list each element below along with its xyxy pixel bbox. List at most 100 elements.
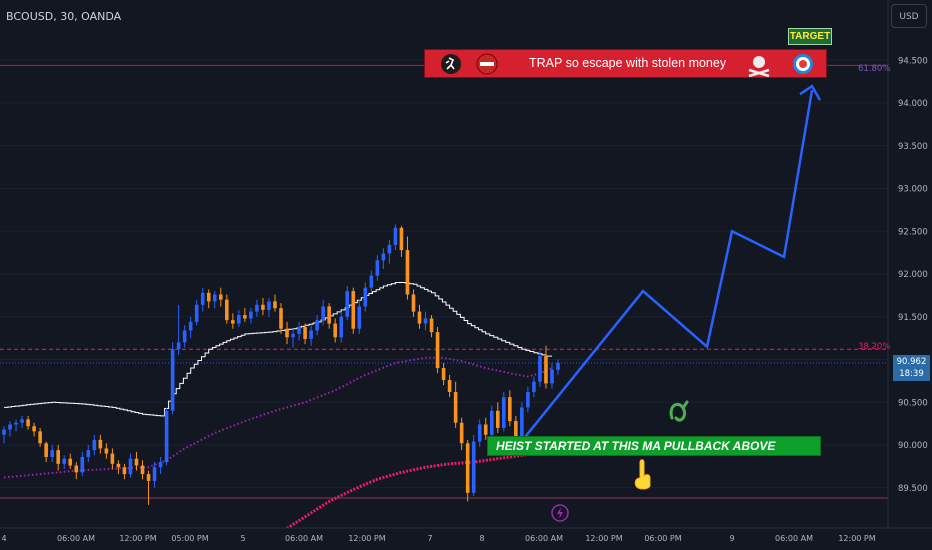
candle-body (477, 424, 482, 442)
candle (68, 453, 73, 469)
candle (387, 239, 392, 264)
candle-body (526, 391, 530, 408)
candle-body (170, 349, 175, 411)
candle (550, 362, 554, 389)
moving-averages (3, 282, 559, 550)
candle-body (116, 463, 121, 468)
candle (32, 422, 36, 437)
candle (146, 470, 151, 505)
time-axis-bg (0, 528, 932, 550)
candle-body (68, 458, 73, 466)
candle-body (128, 458, 133, 475)
candle-body (309, 330, 313, 339)
candle (273, 294, 277, 312)
candle (104, 443, 109, 459)
projection-line (519, 89, 814, 445)
skull-icon (753, 56, 765, 68)
y-tick-label: 92.000 (898, 270, 928, 280)
candle (381, 248, 386, 269)
candle (56, 445, 61, 471)
candle-body (56, 450, 61, 464)
candle (237, 309, 241, 328)
x-tick-label: 06:00 PM (644, 534, 681, 543)
candle (74, 462, 79, 480)
candle-body (381, 253, 386, 261)
candle (345, 285, 350, 321)
candle (483, 417, 488, 440)
candle (441, 362, 446, 386)
last-price-tag: 90.962 18:39 (893, 355, 930, 381)
candle-body (44, 443, 48, 457)
candle (405, 236, 410, 300)
candle-body (285, 328, 289, 338)
candle (544, 345, 548, 389)
projection-arrowhead (799, 84, 822, 101)
candle-body (8, 424, 12, 430)
candle-body (550, 369, 554, 384)
candle-body (369, 275, 374, 288)
x-tick-label: 12:00 PM (348, 534, 385, 543)
candle (50, 445, 54, 463)
candle-body (489, 410, 494, 435)
candle-body (158, 462, 163, 468)
candle-body (291, 333, 295, 338)
candle (140, 460, 145, 480)
trap-banner: TRAP so escape with stolen money (424, 49, 827, 78)
candle (26, 415, 30, 430)
candle (152, 462, 157, 488)
candle-body (447, 380, 452, 392)
candle-body (152, 467, 157, 481)
candle (526, 386, 530, 413)
candle (188, 316, 193, 339)
candle-body (363, 287, 368, 307)
candle-body (267, 301, 271, 310)
trap-text: TRAP so escape with stolen money (529, 56, 727, 70)
crossbones (748, 68, 770, 78)
candle-body (453, 391, 458, 423)
y-tick-label: 92.500 (898, 227, 928, 237)
x-tick-label: 4 (1, 534, 6, 543)
candle (194, 299, 199, 326)
candle (291, 328, 295, 348)
candle-body (393, 227, 398, 245)
currency-button[interactable]: USD (891, 4, 927, 28)
snake-icon (669, 400, 689, 422)
candle (532, 376, 536, 398)
target-badge: TARGET (788, 28, 832, 45)
candle (212, 291, 217, 309)
candle-body (2, 429, 6, 435)
candle-body (441, 368, 446, 381)
candle (375, 255, 380, 281)
candle-body (471, 441, 476, 493)
candle-body (435, 332, 440, 369)
y-tick-label: 89.500 (898, 484, 928, 494)
candle-body (110, 453, 115, 464)
lightning-icon[interactable] (551, 504, 569, 522)
candle (116, 460, 121, 475)
candle (453, 381, 458, 428)
candle (243, 308, 247, 322)
candle (261, 297, 265, 316)
y-tick-label: 90.500 (898, 398, 928, 408)
candle-body (303, 327, 307, 339)
candle (339, 311, 344, 343)
candle (92, 434, 97, 456)
x-tick-label: 9 (729, 534, 734, 543)
candle (459, 417, 464, 451)
candle (122, 463, 127, 480)
candle-body (345, 291, 350, 317)
fib-38-label: 38.20% (858, 342, 891, 352)
candle (255, 299, 259, 317)
y-tick-label: 93.000 (898, 185, 928, 195)
candle-body (261, 304, 265, 310)
heist-banner: HEIST STARTED AT THIS MA PULLBACK ABOVE (487, 436, 821, 456)
candlestick-series (2, 224, 560, 505)
candle-body (243, 315, 247, 319)
candle-body (249, 311, 253, 319)
candle (393, 224, 398, 251)
candle (20, 415, 24, 428)
candle (465, 439, 470, 502)
candle-body (194, 304, 199, 322)
x-tick-label: 05:00 PM (171, 534, 208, 543)
